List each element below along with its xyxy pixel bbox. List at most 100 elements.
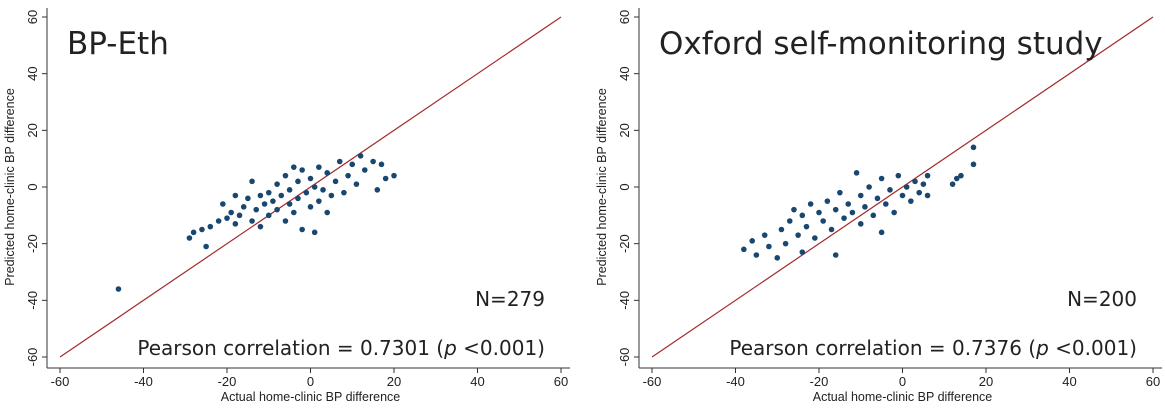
point xyxy=(270,198,276,204)
x-tick-label: -20 xyxy=(218,374,237,389)
point xyxy=(924,192,931,199)
point xyxy=(887,187,893,193)
point xyxy=(291,164,297,170)
point xyxy=(370,158,376,165)
point xyxy=(332,178,339,185)
point xyxy=(883,201,889,207)
point xyxy=(891,209,897,216)
point xyxy=(786,218,793,224)
point xyxy=(832,206,839,213)
point xyxy=(791,206,797,213)
x-tick-label: 40 xyxy=(1062,374,1076,389)
point xyxy=(378,161,385,168)
x-tick-label: -40 xyxy=(726,374,745,389)
y-axis-label: Predicted home-clinic BP difference xyxy=(3,88,17,286)
point xyxy=(345,172,351,179)
point xyxy=(236,212,243,219)
point xyxy=(912,178,918,185)
point xyxy=(324,170,331,176)
point xyxy=(828,226,835,233)
point xyxy=(970,161,977,168)
identity-line xyxy=(651,16,1154,358)
panel: -60 -40 -20 0 20 40 60 -60 -40 -20 0 20 40 60 Actual h… xyxy=(3,8,570,404)
point xyxy=(311,229,318,236)
correlation-annotation: Pearson correlation = 0.7301 (p <0.001) xyxy=(137,336,545,360)
point xyxy=(949,181,956,187)
point xyxy=(916,189,922,196)
point xyxy=(261,201,268,207)
x-tick-label: -60 xyxy=(51,374,70,389)
y-tick-label: 0 xyxy=(617,183,632,190)
point xyxy=(324,209,331,216)
point xyxy=(807,201,814,207)
point xyxy=(274,181,280,187)
x-tick-label: 60 xyxy=(554,374,568,389)
point xyxy=(190,229,197,236)
y-tick-label: -60 xyxy=(617,348,632,367)
point xyxy=(832,252,839,258)
point xyxy=(249,218,255,224)
y-tick-label: 20 xyxy=(617,123,632,137)
y-tick-label: 40 xyxy=(25,66,40,80)
point xyxy=(257,223,264,230)
point xyxy=(866,184,872,190)
point xyxy=(953,175,960,182)
point xyxy=(799,212,806,219)
y-tick-label: -40 xyxy=(25,291,40,310)
point xyxy=(245,195,251,202)
point xyxy=(761,232,768,238)
y-tick-label: -20 xyxy=(25,234,40,253)
point xyxy=(895,172,902,179)
annotation-part: p xyxy=(443,336,457,360)
point xyxy=(837,189,843,196)
point xyxy=(749,238,755,244)
point xyxy=(741,246,747,253)
y-tick-label: -40 xyxy=(617,291,632,310)
point xyxy=(824,198,831,204)
point xyxy=(307,175,314,182)
point xyxy=(249,178,255,185)
annotation-part: Pearson correlation = 0.7376 ( xyxy=(729,336,1036,360)
point xyxy=(265,212,272,219)
point xyxy=(311,184,318,190)
annotation-part: <0.001) xyxy=(457,336,545,360)
point xyxy=(799,249,806,255)
point xyxy=(874,195,881,202)
x-tick-label: -40 xyxy=(134,374,153,389)
point xyxy=(862,204,868,210)
point xyxy=(878,175,885,182)
point xyxy=(920,181,927,187)
point xyxy=(820,218,826,224)
n-annotation: N=279 xyxy=(475,287,545,311)
point xyxy=(278,192,285,199)
x-tick-label: 20 xyxy=(387,374,401,389)
point xyxy=(857,221,864,227)
point xyxy=(282,172,289,179)
x-axis-label: Actual home-clinic BP difference xyxy=(813,390,993,404)
point xyxy=(870,212,877,219)
point xyxy=(115,286,122,292)
point xyxy=(766,243,772,250)
point xyxy=(307,204,314,210)
point xyxy=(232,221,239,227)
annotation-part: Pearson correlation = 0.7301 ( xyxy=(137,336,444,360)
point xyxy=(841,215,847,221)
chart-title: BP-Eth xyxy=(67,26,169,62)
point xyxy=(228,209,234,216)
point xyxy=(849,209,856,216)
point xyxy=(924,172,931,179)
point xyxy=(203,243,209,250)
x-tick-label: 20 xyxy=(979,374,993,389)
point xyxy=(795,232,801,238)
point xyxy=(220,201,226,207)
y-tick-label: 40 xyxy=(617,66,632,80)
point xyxy=(970,144,977,151)
point xyxy=(382,175,389,182)
point xyxy=(812,235,818,241)
point xyxy=(291,209,297,216)
point xyxy=(803,223,810,230)
point xyxy=(232,192,239,199)
panel: -60 -40 -20 0 20 40 60 -60 -40 -20 0 20 40 60 Actual h… xyxy=(595,8,1162,404)
point xyxy=(186,235,193,241)
point xyxy=(320,187,326,193)
